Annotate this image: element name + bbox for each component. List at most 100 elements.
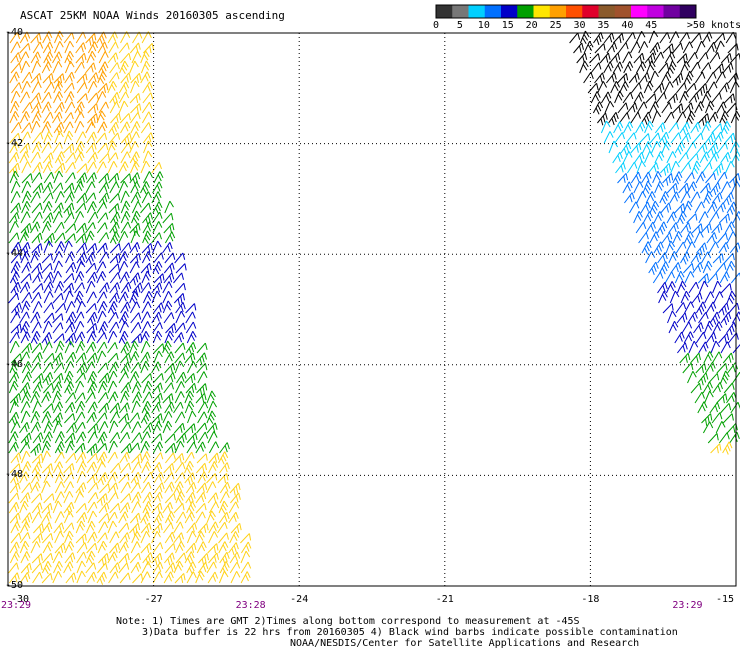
wind-barb: [594, 72, 605, 84]
wind-barb: [96, 291, 108, 304]
wind-barb: [63, 463, 75, 474]
wind-barb: [41, 440, 51, 454]
wind-barb: [659, 32, 671, 44]
wind-barb: [32, 271, 43, 284]
colorbar-label: 30: [573, 20, 586, 31]
wind-barb: [86, 443, 98, 456]
wind-barb: [74, 290, 84, 304]
wind-barb: [569, 32, 581, 44]
wind-barb: [9, 541, 20, 554]
wind-barb: [87, 510, 98, 524]
wind-barb: [85, 341, 97, 354]
wind-barb: [660, 162, 671, 176]
wind-barb: [21, 391, 32, 404]
wind-barb: [729, 431, 740, 444]
wind-barb: [648, 101, 659, 114]
wind-barb: [30, 191, 41, 204]
wind-barb: [142, 471, 154, 484]
wind-barb: [684, 301, 695, 314]
wind-barb: [98, 321, 109, 335]
wind-barb: [604, 100, 615, 114]
wind-barb: [31, 101, 42, 114]
wind-barb: [694, 101, 705, 114]
wind-barb: [129, 223, 141, 236]
wind-barb: [131, 501, 142, 514]
wind-barb: [667, 60, 677, 74]
wind-barb: [658, 62, 670, 74]
wind-barb: [9, 331, 20, 344]
wind-barb: [635, 61, 647, 74]
wind-barb: [653, 51, 664, 64]
wind-barb: [75, 520, 86, 534]
wind-barb: [98, 421, 109, 434]
wind-barb: [129, 151, 140, 165]
wind-barb: [208, 461, 219, 474]
wind-barb: [197, 471, 208, 484]
wind-barb: [98, 181, 110, 194]
wind-barb: [31, 453, 44, 464]
colorbar-frame: [435, 4, 697, 19]
note-line-1: Note: 1) Times are GMT 2)Times along bot…: [116, 616, 580, 627]
wind-barb: [43, 382, 54, 394]
wind-barb: [55, 340, 65, 354]
wind-barb: [686, 141, 697, 154]
wind-barb: [615, 162, 626, 174]
wind-barb: [132, 573, 144, 584]
wind-barb: [97, 540, 108, 554]
wind-barb: [64, 91, 75, 104]
wind-barb: [30, 421, 41, 434]
wind-barb: [76, 251, 88, 265]
wind-barb: [74, 141, 85, 155]
wind-barb: [151, 311, 162, 324]
wind-barb: [649, 200, 660, 214]
wind-barb: [99, 483, 111, 494]
wind-barb: [63, 522, 75, 534]
wind-barb: [21, 461, 32, 474]
wind-barb: [41, 411, 52, 424]
wind-barb: [151, 530, 161, 544]
wind-barb: [218, 512, 230, 524]
wind-barb: [662, 173, 674, 186]
wind-barb: [600, 91, 612, 104]
wind-barb: [666, 151, 677, 164]
wind-barb: [41, 101, 52, 114]
wind-barb: [654, 151, 665, 164]
wind-barb: [174, 462, 186, 474]
wind-barb: [662, 303, 674, 314]
wind-barb: [140, 511, 151, 525]
wind-barb: [31, 202, 43, 214]
wind-barb: [108, 420, 119, 434]
wind-barb: [96, 571, 107, 585]
wind-barb: [186, 330, 197, 344]
wind-barb: [64, 101, 76, 114]
wind-barb: [53, 362, 65, 374]
wind-barb: [19, 43, 31, 54]
wind-barb: [21, 261, 32, 274]
wind-barb: [43, 271, 54, 284]
wind-barb: [713, 291, 724, 304]
wind-barb: [666, 182, 678, 194]
wind-barb: [218, 541, 229, 554]
wind-barb: [85, 62, 96, 74]
wind-barb: [642, 180, 653, 194]
wind-barb: [85, 303, 97, 314]
wind-barb: [30, 292, 42, 304]
colorbar-swatch: [436, 5, 453, 18]
wind-barb: [726, 201, 738, 215]
wind-barb: [129, 371, 140, 384]
wind-barb: [711, 351, 723, 364]
wind-barb: [108, 571, 119, 584]
wind-barb: [173, 332, 185, 344]
wind-barb: [641, 171, 652, 184]
wind-barb: [732, 343, 740, 354]
colorbar-swatch: [484, 5, 502, 18]
wind-barb: [142, 221, 153, 234]
wind-barb: [665, 240, 676, 254]
wind-barb: [21, 300, 31, 314]
wind-barb: [85, 361, 96, 374]
wind-barb: [98, 232, 110, 244]
wind-barb: [623, 121, 634, 134]
wind-barb: [119, 113, 131, 124]
wind-barb: [19, 231, 30, 244]
wind-barb: [151, 361, 162, 374]
